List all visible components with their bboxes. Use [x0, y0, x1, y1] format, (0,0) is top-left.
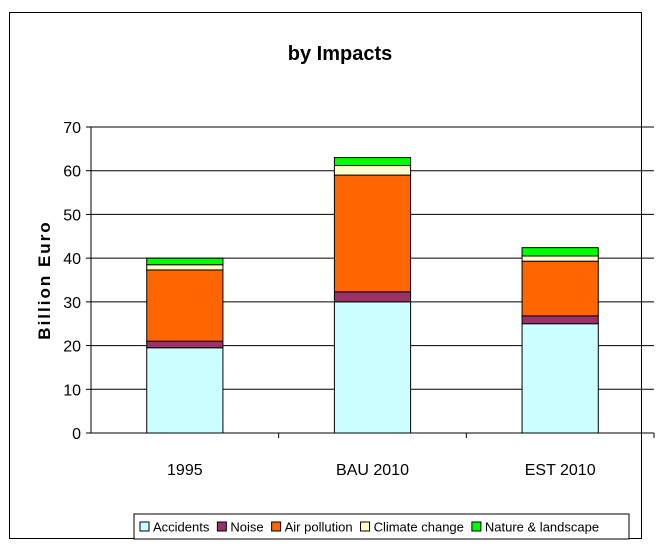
- x-tick-labels: 1995 BAU 2010 EST 2010: [167, 462, 596, 479]
- y-tick-label: 50: [63, 207, 81, 224]
- legend-swatch: [471, 521, 482, 532]
- bar-segment: [521, 323, 599, 434]
- y-tick-labels: 0 10 20 30 40 50 60 70: [63, 120, 81, 443]
- y-tick-label: 70: [63, 120, 81, 137]
- chart-title: by Impacts: [288, 43, 392, 65]
- y-tick-label: 0: [72, 426, 81, 443]
- bar-segment: [333, 164, 412, 176]
- y-tick-label: 30: [63, 295, 81, 312]
- legend-label: Air pollution: [285, 520, 353, 535]
- y-tick-label: 60: [63, 164, 81, 181]
- legend-label: Accidents: [153, 520, 210, 535]
- bar-segment: [333, 301, 412, 434]
- y-tick-label: 10: [63, 382, 81, 399]
- legend-label: Noise: [230, 520, 263, 535]
- x-tick-label: BAU 2010: [336, 462, 409, 479]
- bar-segment: [146, 340, 224, 349]
- legend-label: Climate change: [374, 520, 464, 535]
- bar-segment: [521, 315, 599, 325]
- legend-label: Nature & landscape: [485, 520, 599, 535]
- legend-swatch: [216, 521, 227, 532]
- y-tick-label: 40: [63, 251, 81, 268]
- bar-segment: [146, 269, 224, 342]
- bar-segment: [333, 174, 412, 293]
- x-tick-label: 1995: [167, 462, 203, 479]
- bar-segment: [333, 157, 412, 166]
- bar-segment: [521, 255, 599, 262]
- x-tick-label: EST 2010: [525, 462, 596, 479]
- legend: Accidents Noise Air pollution Climate chang…: [133, 513, 630, 540]
- y-tick-label: 20: [63, 339, 81, 356]
- bar-segment: [146, 257, 224, 266]
- bar-segment: [146, 347, 224, 434]
- y-axis-label: Billion Euro: [35, 220, 54, 339]
- legend-swatch: [139, 521, 150, 532]
- bar-segment: [333, 291, 412, 303]
- bar-segment: [521, 247, 599, 257]
- axes: [86, 126, 655, 438]
- legend-swatch: [360, 521, 371, 532]
- legend-swatch: [271, 521, 282, 532]
- bar-segment: [521, 260, 599, 317]
- legend-box: [133, 513, 630, 540]
- bars: [146, 157, 599, 434]
- bar-segment: [146, 264, 224, 271]
